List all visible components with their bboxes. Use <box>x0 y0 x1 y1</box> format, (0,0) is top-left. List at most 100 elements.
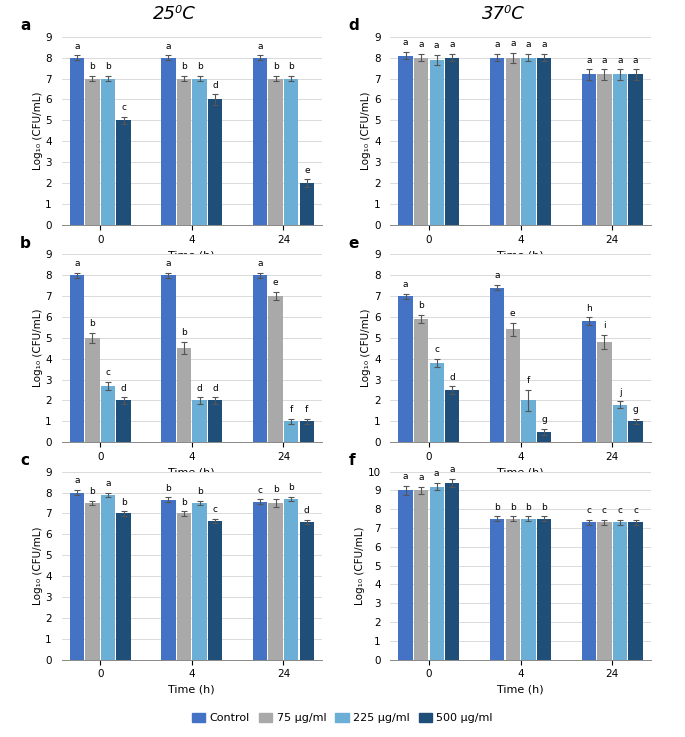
X-axis label: Time (h): Time (h) <box>169 250 215 260</box>
Text: f: f <box>349 453 356 468</box>
Text: c: c <box>602 506 607 515</box>
Bar <box>208 400 223 442</box>
Bar <box>253 502 267 660</box>
Text: b: b <box>197 63 203 71</box>
Text: e: e <box>510 310 516 318</box>
Text: b: b <box>90 319 95 328</box>
Bar <box>445 390 460 442</box>
Bar <box>537 519 551 660</box>
Bar <box>116 400 131 442</box>
Bar <box>582 74 596 225</box>
Text: b: b <box>181 497 187 506</box>
Bar <box>490 57 504 225</box>
Text: b: b <box>90 487 95 496</box>
Bar <box>414 57 428 225</box>
Bar <box>613 74 627 225</box>
Text: b: b <box>197 487 203 496</box>
Bar <box>299 422 314 442</box>
Legend: Control, 75 μg/ml, 225 μg/ml, 500 μg/ml: Control, 75 μg/ml, 225 μg/ml, 500 μg/ml <box>188 708 497 727</box>
Bar <box>429 363 444 442</box>
Text: c: c <box>434 345 439 354</box>
Bar <box>613 523 627 660</box>
Text: a: a <box>419 473 424 482</box>
Bar <box>506 329 520 442</box>
Bar <box>429 486 444 660</box>
Text: d: d <box>212 383 218 393</box>
Text: a: a <box>403 38 408 47</box>
Text: b: b <box>273 63 279 71</box>
Bar <box>177 514 191 660</box>
Y-axis label: Log₁₀ (CFU/mL): Log₁₀ (CFU/mL) <box>361 91 371 170</box>
Text: b: b <box>525 503 532 511</box>
X-axis label: Time (h): Time (h) <box>497 250 544 260</box>
Text: e: e <box>349 236 359 251</box>
Bar <box>399 56 413 225</box>
Text: b: b <box>288 63 294 71</box>
Bar <box>490 287 504 442</box>
Text: a: a <box>495 271 500 281</box>
Bar <box>506 57 520 225</box>
Bar <box>537 432 551 442</box>
Text: i: i <box>603 321 606 330</box>
Bar <box>284 499 299 660</box>
Text: a: a <box>495 41 500 49</box>
Bar <box>161 500 175 660</box>
Text: g: g <box>541 415 547 424</box>
Bar <box>101 386 115 442</box>
Bar <box>85 338 99 442</box>
Text: c: c <box>618 506 623 515</box>
Text: a: a <box>586 55 592 65</box>
Text: a: a <box>74 41 79 51</box>
Bar <box>116 514 131 660</box>
Text: f: f <box>290 405 293 414</box>
Text: c: c <box>105 368 110 377</box>
Bar <box>445 57 460 225</box>
X-axis label: Time (h): Time (h) <box>169 467 215 478</box>
Bar <box>597 523 612 660</box>
Text: a: a <box>434 469 440 478</box>
Bar <box>269 296 283 442</box>
Text: a: a <box>258 41 263 51</box>
Bar <box>192 503 207 660</box>
Bar <box>70 275 84 442</box>
Text: 25⁰C: 25⁰C <box>153 5 196 23</box>
Text: d: d <box>197 383 203 393</box>
Bar <box>628 523 643 660</box>
Text: c: c <box>212 505 218 514</box>
Text: a: a <box>166 41 171 51</box>
Text: a: a <box>449 41 455 49</box>
Y-axis label: Log₁₀ (CFU/mL): Log₁₀ (CFU/mL) <box>32 309 42 388</box>
Bar <box>116 120 131 225</box>
Text: a: a <box>74 259 79 268</box>
Text: a: a <box>601 55 607 65</box>
Text: c: c <box>633 506 638 515</box>
Text: 37⁰C: 37⁰C <box>482 5 525 23</box>
Text: e: e <box>273 278 279 287</box>
Bar <box>506 519 520 660</box>
Bar <box>445 483 460 660</box>
Bar <box>101 495 115 660</box>
Bar <box>299 522 314 660</box>
Bar <box>628 74 643 225</box>
Bar <box>70 57 84 225</box>
Text: b: b <box>90 63 95 71</box>
Text: b: b <box>20 236 31 251</box>
Bar <box>208 521 223 660</box>
X-axis label: Time (h): Time (h) <box>497 467 544 478</box>
Bar <box>521 519 536 660</box>
Bar <box>253 57 267 225</box>
Text: a: a <box>105 479 111 488</box>
Bar <box>85 503 99 660</box>
Bar <box>582 321 596 442</box>
Text: b: b <box>495 503 500 511</box>
Bar <box>85 79 99 225</box>
Text: f: f <box>527 377 530 385</box>
Bar <box>414 319 428 442</box>
Bar <box>628 422 643 442</box>
Text: a: a <box>510 39 516 48</box>
Bar <box>253 275 267 442</box>
Text: c: c <box>586 506 591 515</box>
Text: a: a <box>525 41 531 49</box>
Y-axis label: Log₁₀ (CFU/mL): Log₁₀ (CFU/mL) <box>32 91 42 170</box>
Y-axis label: Log₁₀ (CFU/mL): Log₁₀ (CFU/mL) <box>32 526 42 605</box>
